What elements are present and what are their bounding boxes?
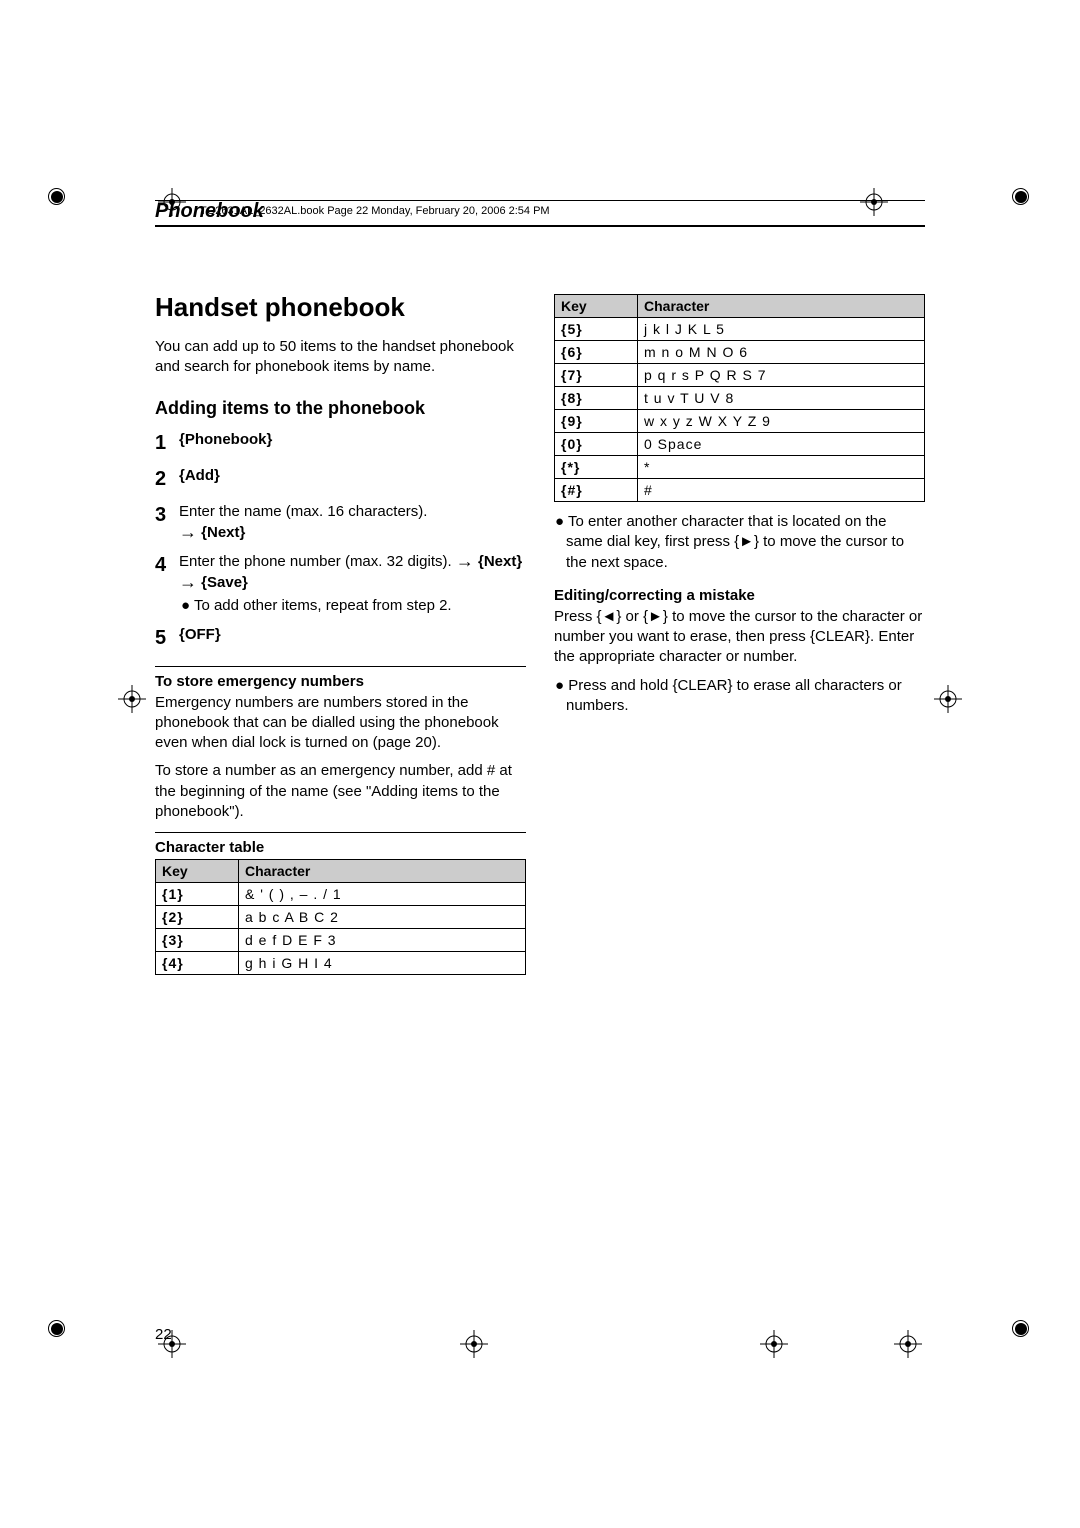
char-table-right: Key Character {5}j k l J K L 5 {6}m n o … bbox=[554, 294, 925, 502]
step-text: Enter the phone number (max. 32 digits). bbox=[179, 553, 456, 570]
arrow-icon: → bbox=[179, 575, 197, 589]
table-row: {*}* bbox=[555, 456, 925, 479]
cell-key: {6} bbox=[555, 341, 638, 364]
step-number: 5 bbox=[155, 624, 179, 652]
step-key-save: {Save} bbox=[201, 574, 248, 591]
th-key: Key bbox=[156, 860, 239, 883]
th-char: Character bbox=[239, 860, 526, 883]
right-column: Key Character {5}j k l J K L 5 {6}m n o … bbox=[554, 292, 925, 975]
editing-p: Press {◄} or {►} to move the cursor to t… bbox=[554, 607, 925, 668]
table-row: {3}d e f D E F 3 bbox=[156, 929, 526, 952]
step-body: {Phonebook} bbox=[179, 429, 526, 457]
cell-chars: a b c A B C 2 bbox=[239, 906, 526, 929]
emergency-p1: Emergency numbers are numbers stored in … bbox=[155, 693, 526, 754]
crop-mark-br bbox=[1012, 1320, 1032, 1340]
note-enter-char: ● To enter another character that is loc… bbox=[554, 512, 925, 573]
step-5: 5 {OFF} bbox=[155, 624, 526, 652]
step-3: 3 Enter the name (max. 16 characters). →… bbox=[155, 501, 526, 543]
table-row: {7}p q r s P Q R S 7 bbox=[555, 364, 925, 387]
left-column: Handset phonebook You can add up to 50 i… bbox=[155, 292, 526, 975]
cell-key: {8} bbox=[555, 387, 638, 410]
subhead-editing: Editing/correcting a mistake bbox=[554, 587, 925, 604]
cell-chars: 0 Space bbox=[638, 433, 925, 456]
th-char: Character bbox=[638, 295, 925, 318]
cell-chars: p q r s P Q R S 7 bbox=[638, 364, 925, 387]
table-row: {8}t u v T U V 8 bbox=[555, 387, 925, 410]
step-number: 2 bbox=[155, 465, 179, 493]
step-body: {Add} bbox=[179, 465, 526, 493]
subhead-char-table: Character table bbox=[155, 839, 526, 856]
page-content: Phonebook Handset phonebook You can add … bbox=[120, 180, 960, 1350]
divider bbox=[155, 666, 526, 667]
table-row: {4}g h i G H I 4 bbox=[156, 952, 526, 975]
crop-mark-tl bbox=[48, 188, 68, 208]
step-sub-bullet: ● To add other items, repeat from step 2… bbox=[179, 595, 526, 616]
cell-key: {9} bbox=[555, 410, 638, 433]
cell-key: {4} bbox=[156, 952, 239, 975]
table-row: {#}# bbox=[555, 479, 925, 502]
table-row: {1}& ' ( ) , – . / 1 bbox=[156, 883, 526, 906]
step-4: 4 Enter the phone number (max. 32 digits… bbox=[155, 551, 526, 616]
table-row: {9}w x y z W X Y Z 9 bbox=[555, 410, 925, 433]
step-body: Enter the name (max. 16 characters). → {… bbox=[179, 501, 526, 543]
cell-key: {0} bbox=[555, 433, 638, 456]
step-2: 2 {Add} bbox=[155, 465, 526, 493]
intro-text: You can add up to 50 items to the handse… bbox=[155, 337, 526, 378]
cell-chars: t u v T U V 8 bbox=[638, 387, 925, 410]
cell-chars: j k l J K L 5 bbox=[638, 318, 925, 341]
editing-bullet: ● Press and hold {CLEAR} to erase all ch… bbox=[554, 676, 925, 717]
divider bbox=[155, 832, 526, 833]
step-text: Enter the name (max. 16 characters). bbox=[179, 503, 427, 520]
cell-chars: d e f D E F 3 bbox=[239, 929, 526, 952]
cell-chars: # bbox=[638, 479, 925, 502]
cell-key: {*} bbox=[555, 456, 638, 479]
crop-mark-bl bbox=[48, 1320, 68, 1340]
cell-key: {1} bbox=[156, 883, 239, 906]
cell-key: {7} bbox=[555, 364, 638, 387]
arrow-icon: → bbox=[179, 525, 197, 539]
char-table-left: Key Character {1}& ' ( ) , – . / 1 {2}a … bbox=[155, 859, 526, 975]
section-title: Phonebook bbox=[155, 200, 925, 227]
table-row: {0}0 Space bbox=[555, 433, 925, 456]
step-body: Enter the phone number (max. 32 digits).… bbox=[179, 551, 526, 616]
step-key-next: {Next} bbox=[201, 524, 245, 541]
step-number: 3 bbox=[155, 501, 179, 543]
crop-mark-tr bbox=[1012, 188, 1032, 208]
cell-key: {3} bbox=[156, 929, 239, 952]
table-row: {6}m n o M N O 6 bbox=[555, 341, 925, 364]
heading-handset-phonebook: Handset phonebook bbox=[155, 292, 526, 323]
cell-chars: g h i G H I 4 bbox=[239, 952, 526, 975]
cell-chars: & ' ( ) , – . / 1 bbox=[239, 883, 526, 906]
step-1: 1 {Phonebook} bbox=[155, 429, 526, 457]
emergency-p2: To store a number as an emergency number… bbox=[155, 761, 526, 822]
cell-chars: m n o M N O 6 bbox=[638, 341, 925, 364]
step-body: {OFF} bbox=[179, 624, 526, 652]
arrow-icon: → bbox=[456, 554, 474, 568]
cell-chars: * bbox=[638, 456, 925, 479]
heading-adding-items: Adding items to the phonebook bbox=[155, 398, 526, 419]
step-number: 4 bbox=[155, 551, 179, 616]
cell-key: {2} bbox=[156, 906, 239, 929]
th-key: Key bbox=[555, 295, 638, 318]
cell-key: {5} bbox=[555, 318, 638, 341]
cell-key: {#} bbox=[555, 479, 638, 502]
table-row: {5}j k l J K L 5 bbox=[555, 318, 925, 341]
subhead-emergency: To store emergency numbers bbox=[155, 673, 526, 690]
step-key-next: {Next} bbox=[478, 553, 522, 570]
page-number: 22 bbox=[155, 1326, 172, 1343]
table-header-row: Key Character bbox=[156, 860, 526, 883]
steps-list: 1 {Phonebook} 2 {Add} 3 Enter the name (… bbox=[155, 429, 526, 652]
step-number: 1 bbox=[155, 429, 179, 457]
table-row: {2}a b c A B C 2 bbox=[156, 906, 526, 929]
table-header-row: Key Character bbox=[555, 295, 925, 318]
cell-chars: w x y z W X Y Z 9 bbox=[638, 410, 925, 433]
